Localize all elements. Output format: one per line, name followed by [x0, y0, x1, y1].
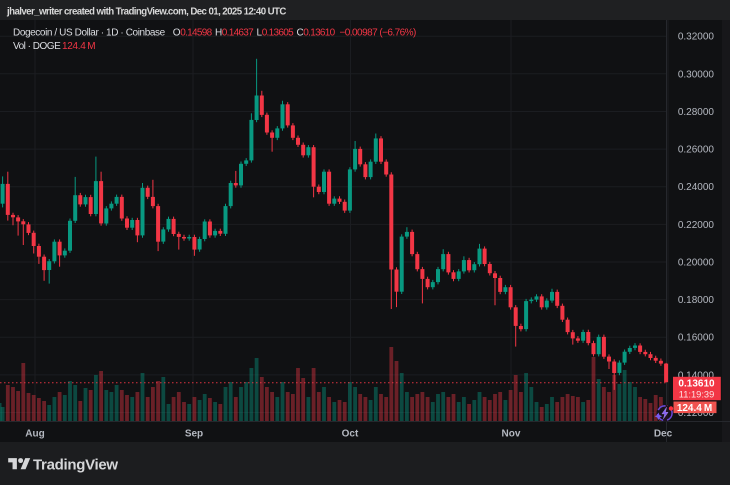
svg-text:124.4 M: 124.4 M — [677, 403, 712, 414]
svg-text:TradingView: TradingView — [33, 457, 118, 474]
svg-text:jhalver_writer created with Tr: jhalver_writer created with TradingView.… — [6, 7, 286, 18]
svg-text:Oct: Oct — [342, 429, 359, 440]
svg-text:0.32000: 0.32000 — [678, 32, 715, 43]
svg-text:0.16000: 0.16000 — [678, 333, 715, 344]
svg-text:Dec: Dec — [654, 429, 673, 440]
svg-text:0.20000: 0.20000 — [678, 258, 715, 269]
svg-text:0.18000: 0.18000 — [678, 295, 715, 306]
svg-text:0.12000: 0.12000 — [678, 408, 715, 419]
svg-text:0.13610: 0.13610 — [678, 379, 715, 390]
svg-text:0.14000: 0.14000 — [678, 370, 715, 381]
svg-text:Dogecoin / US Dollar · 1D · Co: Dogecoin / US Dollar · 1D · Coinbase O0.1… — [13, 28, 416, 39]
svg-text:0.28000: 0.28000 — [678, 107, 715, 118]
svg-text:Nov: Nov — [502, 429, 521, 440]
svg-text:0.26000: 0.26000 — [678, 145, 715, 156]
svg-text:124.4 M: 124.4 M — [62, 41, 95, 52]
svg-text:0.24000: 0.24000 — [678, 182, 715, 193]
svg-text:0.22000: 0.22000 — [678, 220, 715, 231]
svg-text:11:19:39: 11:19:39 — [679, 389, 715, 399]
svg-text:Sep: Sep — [185, 429, 203, 440]
svg-text:0.30000: 0.30000 — [678, 69, 715, 80]
svg-text:Aug: Aug — [25, 429, 44, 440]
svg-text:Vol · DOGE: Vol · DOGE — [13, 41, 61, 52]
